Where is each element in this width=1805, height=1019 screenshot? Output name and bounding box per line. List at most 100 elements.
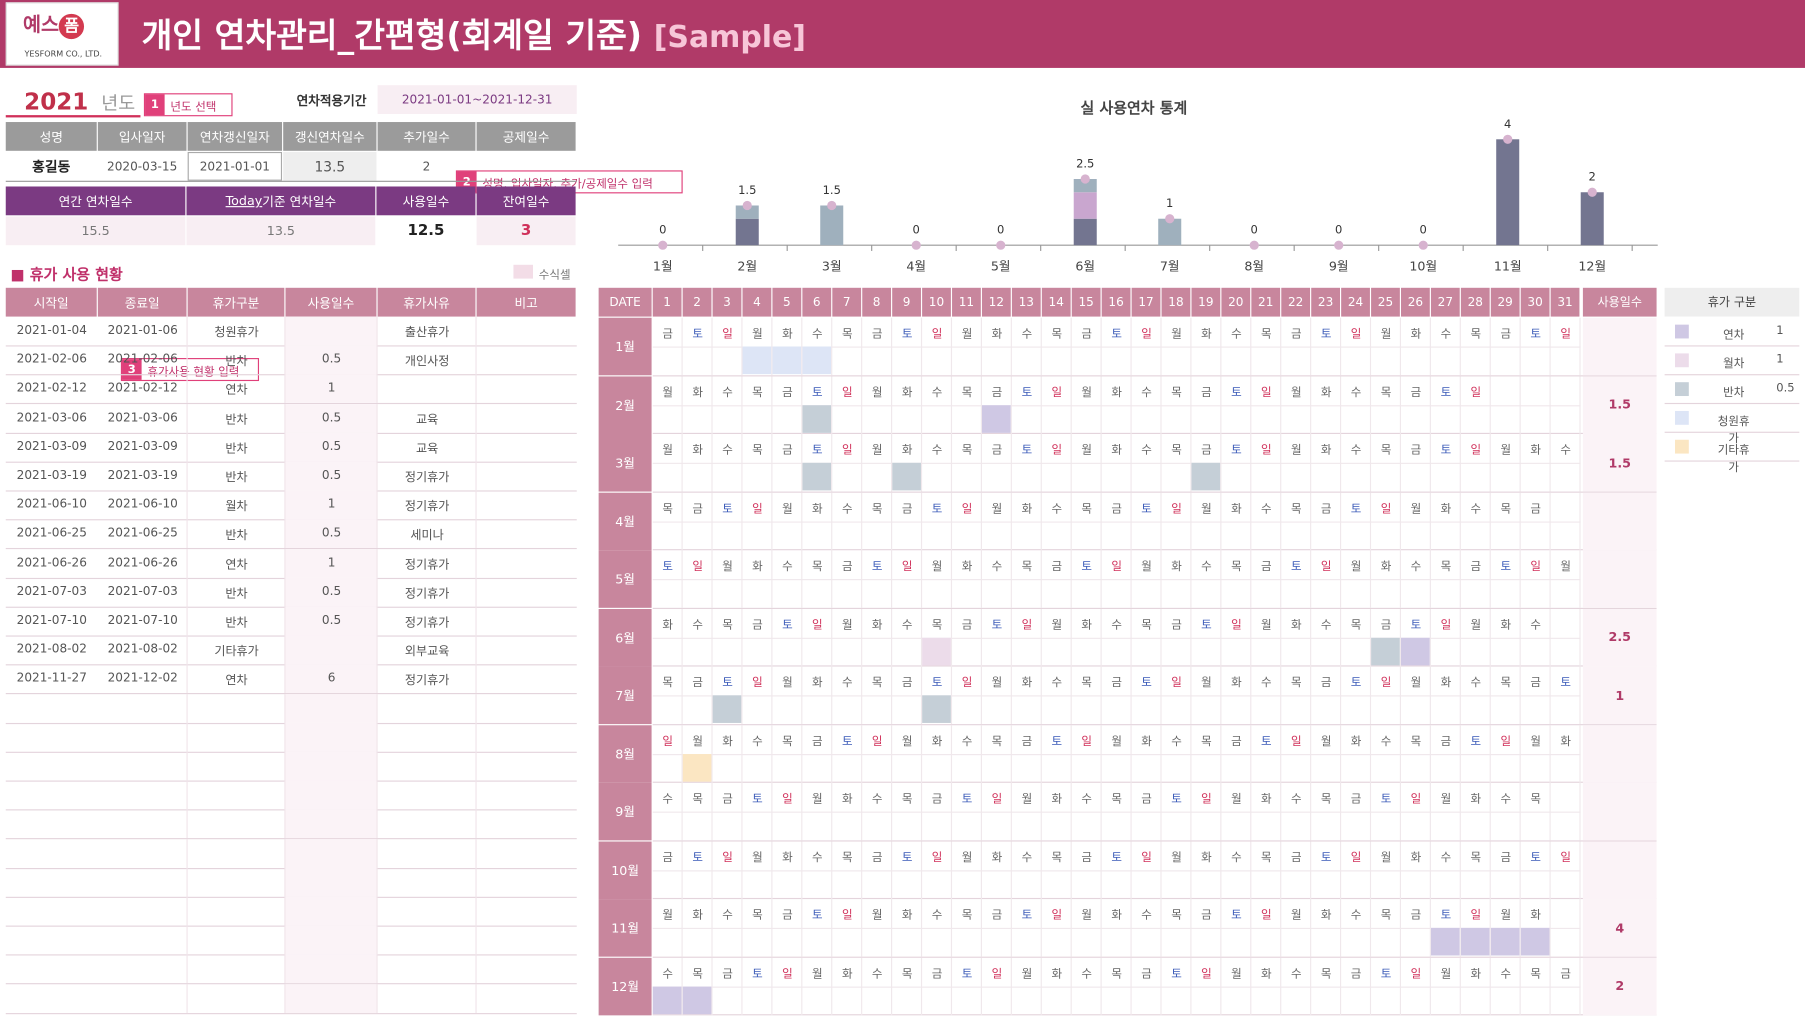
leave-cell[interactable]: 0.5 (321, 526, 342, 541)
leave-cell[interactable]: 1 (327, 381, 336, 396)
leave-cell[interactable]: 정기휴가 (404, 499, 450, 514)
leave-cell[interactable]: 연차 (225, 383, 248, 398)
day-divider (1160, 434, 1162, 492)
leave-cell[interactable]: 세미나 (410, 528, 444, 543)
leave-cell[interactable]: 2021-03-19 (16, 468, 87, 483)
leave-cell[interactable]: 2021-02-06 (107, 352, 178, 367)
leave-cell[interactable]: 2021-06-25 (16, 526, 87, 541)
leave-cell[interactable]: 0.5 (321, 584, 342, 599)
day-header: 23 (1311, 287, 1340, 317)
month-divider (652, 374, 1657, 376)
leave-cell[interactable]: 기타휴가 (214, 644, 259, 659)
leave-cell[interactable]: 2021-03-06 (107, 410, 178, 425)
info-value[interactable]: 홍길동 (32, 158, 71, 175)
leave-cell[interactable]: 반차 (225, 528, 248, 543)
chart-category-label: 12월 (1578, 259, 1606, 274)
day-divider (950, 608, 953, 666)
day-of-week: 수 (1261, 676, 1272, 690)
info-header: 추가일수 (377, 122, 476, 151)
leave-cell[interactable]: 월차 (225, 499, 248, 514)
leave-cell[interactable]: 정기휴가 (404, 586, 450, 601)
leave-cell[interactable]: 외부교육 (404, 644, 450, 659)
leave-cell[interactable]: 반차 (225, 470, 248, 485)
leave-cell[interactable]: 2021-06-10 (107, 497, 178, 512)
leave-cell[interactable]: 2021-01-06 (107, 323, 178, 338)
leave-cell[interactable]: 개인사정 (404, 354, 450, 369)
day-of-week: 일 (1500, 735, 1512, 748)
day-divider (1310, 608, 1312, 666)
leave-cell[interactable]: 반차 (225, 354, 248, 369)
leave-cell[interactable]: 청원휴가 (214, 325, 259, 340)
leave-cell[interactable]: 반차 (225, 412, 248, 427)
leave-cell[interactable]: 2021-06-26 (16, 555, 87, 570)
leave-cell[interactable]: 0.5 (321, 613, 342, 628)
info-value[interactable]: 13.5 (283, 151, 377, 181)
leave-cell[interactable]: 1 (327, 497, 336, 512)
day-of-week: 목 (662, 502, 673, 516)
year-selector[interactable]: 2021 년도 (5, 85, 141, 118)
leave-cell[interactable]: 2021-03-19 (107, 468, 178, 483)
leave-cell[interactable]: 2021-07-03 (107, 584, 178, 599)
day-divider (1190, 782, 1192, 841)
leave-cell[interactable]: 0.5 (321, 468, 342, 483)
leave-cell[interactable]: 2021-11-27 (16, 671, 87, 686)
info-value[interactable]: 2 (422, 159, 431, 174)
leave-cell[interactable]: 2021-02-12 (16, 381, 87, 396)
leave-cell[interactable]: 2021-07-10 (107, 613, 178, 628)
day-divider (861, 550, 863, 608)
leave-cell[interactable]: 2021-08-02 (16, 642, 87, 657)
leave-cell[interactable]: 반차 (225, 586, 248, 601)
leave-cell[interactable]: 2021-12-02 (107, 671, 178, 686)
used-days-value (1583, 783, 1657, 841)
leave-cell[interactable]: 6 (327, 671, 336, 686)
day-of-week: 수 (1051, 502, 1063, 516)
day-header: 15 (1071, 287, 1101, 317)
month-divider (652, 1014, 1657, 1016)
leave-cell[interactable]: 교육 (415, 441, 439, 456)
leave-cell[interactable]: 연차 (225, 673, 248, 688)
leave-cell[interactable]: 2021-02-06 (16, 352, 87, 367)
leave-cell[interactable]: 정기휴가 (404, 615, 450, 630)
leave-cell[interactable]: 0.5 (321, 352, 342, 367)
leave-cell[interactable]: 2021-01-04 (16, 323, 87, 338)
info-value[interactable] (477, 152, 576, 181)
leave-cell[interactable]: 2021-06-25 (107, 526, 178, 541)
info-header: 성명 (5, 122, 97, 151)
day-of-week: 화 (841, 793, 853, 806)
leave-cell[interactable]: 2021-02-12 (107, 381, 178, 396)
leave-cell[interactable]: 2021-08-02 (107, 642, 178, 657)
leave-cell[interactable]: 0.5 (321, 410, 342, 425)
leave-cell[interactable]: 교육 (415, 412, 439, 427)
leave-cell[interactable]: 2021-07-10 (16, 613, 87, 628)
leave-cell[interactable]: 0.5 (321, 439, 342, 454)
formula-cell (285, 664, 377, 694)
info-value[interactable]: 2021-01-01 (187, 151, 283, 181)
leave-cell[interactable]: 2021-07-03 (16, 584, 87, 599)
leave-cell[interactable]: 2021-03-09 (107, 439, 178, 454)
leave-cell[interactable]: 출산휴가 (404, 325, 450, 340)
leave-cell[interactable]: 반차 (225, 615, 248, 630)
day-of-week: 월 (1051, 618, 1063, 632)
day-divider (1130, 317, 1132, 376)
day-divider (1310, 550, 1312, 608)
leave-header: 종료일 (97, 287, 187, 317)
col-divider (186, 693, 188, 723)
day-of-week: 일 (1201, 793, 1212, 806)
day-divider (1280, 666, 1282, 725)
leave-cell[interactable]: 2021-06-26 (107, 555, 178, 570)
leave-cell[interactable]: 연차 (225, 557, 248, 572)
leave-cell[interactable]: 2021-03-06 (16, 410, 87, 425)
day-of-week: 토 (1380, 793, 1392, 806)
leave-cell[interactable]: 반차 (225, 441, 248, 456)
leave-cell[interactable]: 정기휴가 (404, 673, 450, 688)
leave-cell[interactable]: 1 (327, 555, 336, 570)
day-of-week: 월 (662, 444, 673, 458)
day-header: 27 (1430, 287, 1460, 317)
leave-cell[interactable]: 2021-06-10 (16, 497, 87, 512)
leave-cell[interactable]: 정기휴가 (404, 470, 450, 485)
year-value[interactable]: 2021 (24, 87, 89, 116)
day-divider (1459, 957, 1461, 1015)
leave-cell[interactable]: 2021-03-09 (16, 439, 87, 454)
day-divider (741, 782, 743, 841)
leave-cell[interactable]: 정기휴가 (404, 557, 450, 572)
